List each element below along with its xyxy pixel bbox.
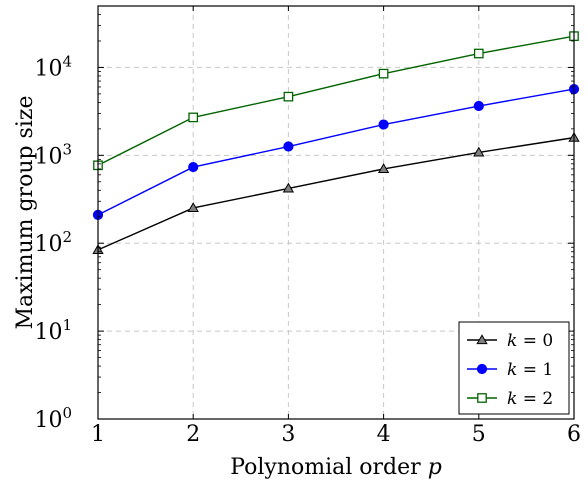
- legend-marker: [477, 393, 487, 403]
- y-tick-label: 101: [34, 316, 72, 345]
- legend-marker: [476, 363, 488, 375]
- legend-label: k = 1: [507, 360, 553, 380]
- legend-entry-0: k = 0: [467, 331, 553, 351]
- x-axis-title: Polynomial order p: [230, 455, 442, 480]
- tick-labels: 1 2 3 4 5 6 100 101 102 103 104: [34, 52, 581, 447]
- ticks: [97, 5, 575, 420]
- x-tick-label: 4: [377, 422, 391, 447]
- x-tick-label: 3: [281, 422, 295, 447]
- data-point: [473, 100, 484, 112]
- y-tick-label: 100: [34, 404, 72, 433]
- x-tick-label: 1: [91, 422, 105, 447]
- series-line: [97, 88, 575, 216]
- y-axis-title: Maximum group size: [13, 96, 38, 330]
- legend-label: k = 0: [507, 331, 553, 351]
- y-tick-label: 102: [34, 228, 72, 257]
- series-line: [97, 35, 575, 166]
- data-point: [378, 68, 389, 79]
- x-tick-label: 2: [186, 422, 200, 447]
- x-tick-label: 6: [567, 422, 581, 447]
- series-0: [92, 131, 580, 254]
- series-1: [92, 83, 580, 220]
- plot-frame: [97, 5, 575, 420]
- data-point: [473, 146, 485, 157]
- x-axis-title-text: Polynomial order: [230, 455, 421, 480]
- data-point: [187, 202, 199, 213]
- legend: k = 0 k = 1 k = 2: [458, 321, 570, 415]
- data-point: [283, 141, 294, 152]
- legend-marker: [476, 334, 488, 345]
- data-point: [377, 163, 390, 174]
- data-point: [473, 48, 484, 59]
- legend-entry-2: k = 2: [467, 389, 553, 409]
- x-tick-label: 5: [472, 422, 486, 447]
- data-point: [282, 182, 295, 193]
- legend-entry-1: k = 1: [467, 360, 553, 380]
- legend-label: k = 2: [507, 389, 553, 409]
- y-tick-label: 104: [34, 52, 72, 81]
- series-line: [97, 136, 575, 251]
- data-point: [188, 161, 199, 173]
- data-point: [283, 91, 294, 102]
- x-axis-variable: p: [428, 455, 442, 480]
- data-point: [378, 119, 389, 130]
- data-point: [188, 112, 199, 123]
- series-layer: [92, 31, 580, 254]
- y-tick-label: 103: [34, 140, 72, 169]
